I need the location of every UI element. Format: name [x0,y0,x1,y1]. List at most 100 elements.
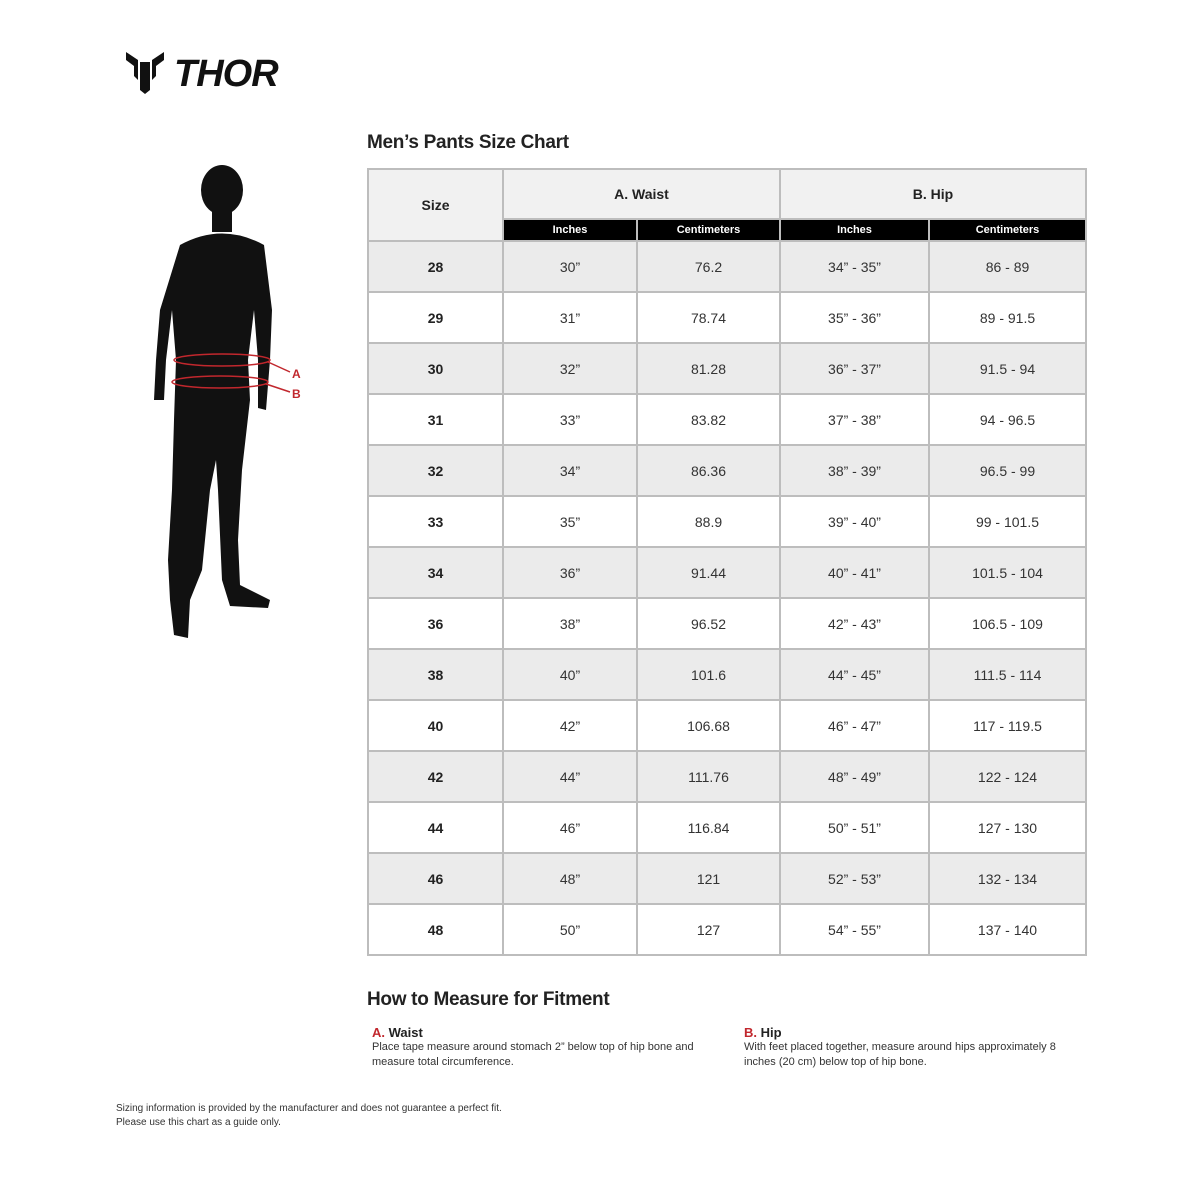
waist-cm-cell: 91.44 [636,546,781,599]
waist-inches-cell: 32” [502,342,638,395]
table-row: 32 34” 86.36 38” - 39” 96.5 - 99 [367,444,1087,497]
hip-cm-cell: 122 - 124 [928,750,1087,803]
waist-cm-cell: 86.36 [636,444,781,497]
waist-inches-cell: 48” [502,852,638,905]
waist-cm-cell: 78.74 [636,291,781,344]
hip-inches-cell: 36” - 37” [779,342,930,395]
hip-label: Hip [760,1025,782,1040]
size-cell: 30 [367,342,504,395]
hip-cm-cell: 127 - 130 [928,801,1087,854]
table-row: 34 36” 91.44 40” - 41” 101.5 - 104 [367,546,1087,599]
disclaimer-line-2: Please use this chart as a guide only. [116,1117,281,1128]
waist-cm-cell: 101.6 [636,648,781,701]
hip-inches-cell: 42” - 43” [779,597,930,650]
table-row: 42 44” 111.76 48” - 49” 122 - 124 [367,750,1087,803]
waist-cm-header: Centimeters [636,218,781,242]
waist-inches-cell: 42” [502,699,638,752]
how-to-measure-title: How to Measure for Fitment [367,989,610,1010]
size-cell: 42 [367,750,504,803]
size-cell: 29 [367,291,504,344]
waist-inches-header: Inches [502,218,638,242]
size-table: Size A. Waist B. Hip Inches Centimeters … [367,168,1087,956]
hip-inches-cell: 34” - 35” [779,240,930,293]
size-cell: 28 [367,240,504,293]
hip-inches-cell: 54” - 55” [779,903,930,956]
size-cell: 40 [367,699,504,752]
table-row: 38 40” 101.6 44” - 45” 111.5 - 114 [367,648,1087,701]
hip-cm-cell: 106.5 - 109 [928,597,1087,650]
hip-instructions: B. Hip With feet placed together, measur… [744,1025,1084,1070]
thor-logo: THOR [124,50,304,99]
size-cell: 46 [367,852,504,905]
hip-inches-cell: 39” - 40” [779,495,930,548]
hip-cm-cell: 132 - 134 [928,852,1087,905]
waist-cm-cell: 81.28 [636,342,781,395]
table-row: 44 46” 116.84 50” - 51” 127 - 130 [367,801,1087,854]
table-row: 36 38” 96.52 42” - 43” 106.5 - 109 [367,597,1087,650]
hip-inches-cell: 44” - 45” [779,648,930,701]
table-row: 46 48” 121 52” - 53” 132 - 134 [367,852,1087,905]
hip-header: B. Hip [779,168,1087,220]
waist-text: Place tape measure around stomach 2” bel… [372,1041,694,1068]
table-row: 33 35” 88.9 39” - 40” 99 - 101.5 [367,495,1087,548]
size-cell: 48 [367,903,504,956]
waist-cm-cell: 116.84 [636,801,781,854]
size-cell: 32 [367,444,504,497]
hip-letter: B. [744,1025,757,1040]
hip-cm-header: Centimeters [928,218,1087,242]
size-cell: 44 [367,801,504,854]
hip-inches-cell: 35” - 36” [779,291,930,344]
hip-inches-cell: 37” - 38” [779,393,930,446]
waist-inches-cell: 36” [502,546,638,599]
brand-text: THOR [174,53,279,94]
marker-b-label: B [292,387,301,401]
waist-inches-cell: 50” [502,903,638,956]
waist-inches-cell: 44” [502,750,638,803]
waist-instructions: A. Waist Place tape measure around stoma… [372,1025,712,1070]
hip-cm-cell: 137 - 140 [928,903,1087,956]
waist-letter: A. [372,1025,385,1040]
size-cell: 33 [367,495,504,548]
waist-inches-cell: 34” [502,444,638,497]
hip-cm-cell: 117 - 119.5 [928,699,1087,752]
marker-a-label: A [292,367,301,381]
hip-cm-cell: 111.5 - 114 [928,648,1087,701]
waist-cm-cell: 111.76 [636,750,781,803]
waist-inches-cell: 30” [502,240,638,293]
waist-cm-cell: 83.82 [636,393,781,446]
waist-inches-cell: 33” [502,393,638,446]
waist-cm-cell: 121 [636,852,781,905]
hip-inches-cell: 40” - 41” [779,546,930,599]
disclaimer-line-1: Sizing information is provided by the ma… [116,1103,502,1114]
hip-cm-cell: 94 - 96.5 [928,393,1087,446]
waist-cm-cell: 88.9 [636,495,781,548]
size-cell: 34 [367,546,504,599]
size-cell: 38 [367,648,504,701]
table-row: 31 33” 83.82 37” - 38” 94 - 96.5 [367,393,1087,446]
waist-cm-cell: 76.2 [636,240,781,293]
hip-cm-cell: 91.5 - 94 [928,342,1087,395]
hip-cm-cell: 86 - 89 [928,240,1087,293]
waist-inches-cell: 46” [502,801,638,854]
disclaimer: Sizing information is provided by the ma… [116,1102,502,1130]
hip-cm-cell: 89 - 91.5 [928,291,1087,344]
waist-cm-cell: 127 [636,903,781,956]
size-header: Size [367,168,504,242]
waist-cm-cell: 96.52 [636,597,781,650]
hip-cm-cell: 96.5 - 99 [928,444,1087,497]
body-silhouette: A B [130,160,310,645]
table-row: 29 31” 78.74 35” - 36” 89 - 91.5 [367,291,1087,344]
hip-inches-cell: 38” - 39” [779,444,930,497]
hip-inches-cell: 50” - 51” [779,801,930,854]
hip-inches-cell: 48” - 49” [779,750,930,803]
page-title: Men’s Pants Size Chart [367,132,569,153]
size-cell: 36 [367,597,504,650]
hip-inches-header: Inches [779,218,930,242]
waist-inches-cell: 40” [502,648,638,701]
table-row: 30 32” 81.28 36” - 37” 91.5 - 94 [367,342,1087,395]
size-cell: 31 [367,393,504,446]
hip-cm-cell: 101.5 - 104 [928,546,1087,599]
waist-inches-cell: 35” [502,495,638,548]
table-row: 48 50” 127 54” - 55” 137 - 140 [367,903,1087,956]
